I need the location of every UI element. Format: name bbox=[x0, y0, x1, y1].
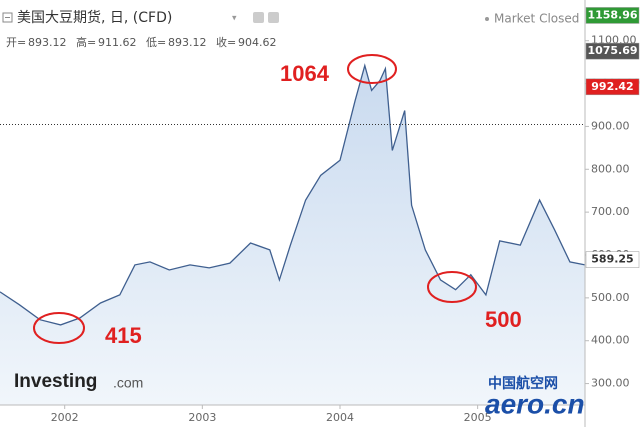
logo-com: .com bbox=[113, 375, 143, 391]
logo-investing: Investing bbox=[14, 371, 97, 392]
logo-cn: 中国航空网 bbox=[488, 375, 558, 392]
price-tag bbox=[585, 251, 640, 268]
ohlc-label: 开= bbox=[6, 36, 26, 49]
ohlc-label: 低= bbox=[146, 36, 166, 49]
annotation-ellipse bbox=[33, 312, 85, 344]
eye-icon[interactable] bbox=[253, 12, 264, 23]
annotation-ellipse bbox=[427, 271, 477, 303]
ohlc-label: 高= bbox=[76, 35, 96, 49]
annotation-label: 415 bbox=[105, 323, 142, 348]
ohlc-value: 893.12 bbox=[168, 36, 207, 49]
ohlc-label: 收= bbox=[216, 35, 236, 49]
y-tick-label: 700.00 bbox=[591, 205, 630, 218]
x-axis-band bbox=[0, 405, 585, 427]
price-tag bbox=[585, 42, 640, 60]
annotation-label: 500 bbox=[485, 307, 522, 332]
overlay: 300.00400.00500.00600.00700.00800.00900.… bbox=[14, 7, 640, 424]
y-tick-label: 500.00 bbox=[591, 291, 630, 304]
logo-aero: aero.cn bbox=[485, 388, 585, 419]
plot bbox=[0, 63, 586, 405]
x-tick-label: 2003 bbox=[188, 411, 216, 424]
settings-icon[interactable] bbox=[268, 12, 279, 23]
ohlc-value: 904.62 bbox=[238, 36, 277, 49]
x-tick-label: 2002 bbox=[51, 411, 79, 424]
y-tick-label: 300.00 bbox=[591, 377, 630, 390]
collapse-icon[interactable] bbox=[2, 12, 13, 23]
ohlc-value: 911.62 bbox=[98, 36, 137, 49]
annotation-label: 1064 bbox=[280, 61, 330, 86]
market-status: Market Closed bbox=[494, 12, 579, 26]
status-dot bbox=[485, 17, 489, 21]
y-tick-label: 900.00 bbox=[591, 119, 630, 132]
price-tag bbox=[585, 78, 640, 96]
x-tick-label: 2005 bbox=[464, 411, 492, 424]
x-tick-label: 2004 bbox=[326, 411, 354, 424]
price-tag-label: 992.42 bbox=[591, 80, 633, 93]
price-tag-label: 1075.69 bbox=[587, 44, 637, 57]
ohlc-row: 开= 893.12 高= 911.62 低= 893.12 收= 904.62 bbox=[6, 35, 277, 49]
price-line bbox=[0, 63, 586, 326]
area-fill bbox=[0, 65, 585, 405]
chart-title: 美国大豆期货, 日, (CFD) bbox=[17, 9, 172, 26]
y-tick-label: 400.00 bbox=[591, 334, 630, 347]
price-tag-label: 589.25 bbox=[591, 253, 633, 266]
dropdown-arrow[interactable]: ▾ bbox=[232, 14, 237, 24]
ohlc-value: 893.12 bbox=[28, 36, 67, 49]
y-tick-label: 800.00 bbox=[591, 162, 630, 175]
annotation-ellipse bbox=[347, 54, 397, 84]
price-tag-label: 1158.96 bbox=[587, 8, 637, 21]
price-tag bbox=[585, 7, 640, 24]
